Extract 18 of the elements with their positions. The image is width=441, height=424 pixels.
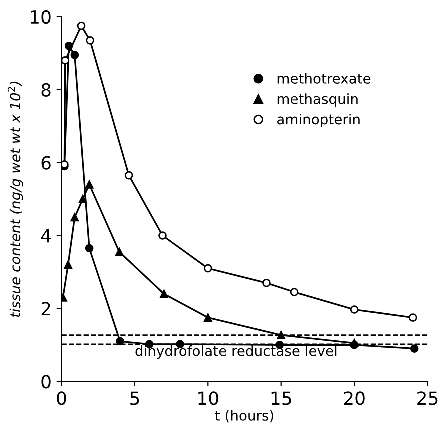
legend-label: methasquin bbox=[278, 94, 358, 108]
legend-label: aminopterin bbox=[277, 114, 360, 128]
x-tick-label: 10 bbox=[198, 392, 218, 406]
y-tick-label: 2 bbox=[42, 302, 50, 316]
y-axis-title: tissue content (ng/g wet wt x 10$^{2}$) bbox=[8, 82, 24, 318]
x-tick-label: 20 bbox=[344, 392, 365, 406]
x-tick-label: 15 bbox=[272, 392, 292, 406]
x-tick-label: 25 bbox=[418, 392, 438, 406]
y-tick-label: 4 bbox=[41, 229, 52, 243]
y-tick-label: 10 bbox=[31, 10, 51, 24]
y-tick-label: 0 bbox=[42, 375, 51, 389]
x-tick-label: 5 bbox=[130, 392, 140, 406]
y-tick-label: 8 bbox=[42, 83, 51, 98]
legend-label: methotrexate bbox=[278, 73, 371, 84]
x-tick-label: 0 bbox=[57, 392, 66, 406]
ref-line-label: dihydrofolate reductase level bbox=[136, 346, 337, 359]
y-tick-label: 6 bbox=[42, 156, 51, 170]
x-axis-title: t (hours) bbox=[215, 410, 274, 423]
